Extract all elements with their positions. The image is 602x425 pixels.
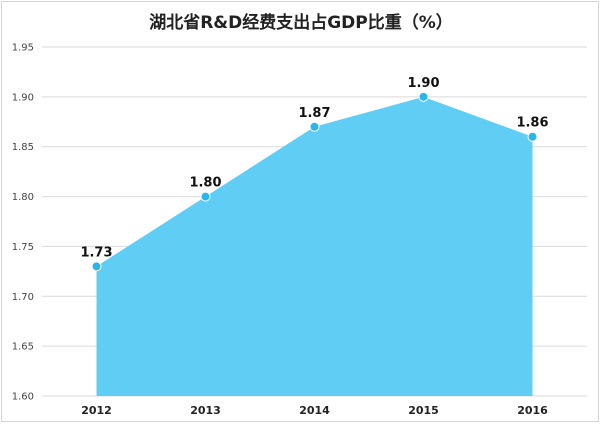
y-tick-label: 1.80 [12, 192, 34, 203]
data-label-2015: 1.90 [407, 76, 439, 91]
y-tick-label: 1.95 [12, 43, 34, 54]
data-point-2013 [200, 191, 211, 202]
data-label-2016: 1.86 [516, 116, 548, 131]
y-tick-label: 1.65 [12, 342, 34, 353]
y-tick-label: 1.60 [12, 392, 34, 403]
x-tick-label-2015: 2015 [408, 404, 439, 417]
data-point-2014 [309, 121, 320, 132]
y-tick-label: 1.70 [12, 292, 34, 303]
series-markers [91, 91, 538, 272]
y-tick-label: 1.85 [12, 142, 34, 153]
series-area [96, 96, 533, 396]
x-tick-label-2016: 2016 [517, 404, 548, 417]
data-point-2016 [527, 131, 538, 142]
data-labels: 1.73 1.80 1.87 1.90 1.86 [80, 76, 548, 261]
y-tick-label: 1.90 [12, 92, 34, 103]
data-label-2013: 1.80 [189, 176, 221, 191]
y-tick-label: 1.75 [12, 242, 34, 253]
data-label-2012: 1.73 [80, 245, 112, 260]
data-point-2015 [418, 91, 429, 102]
chart-title: 湖北省R&D经费支出占GDP比重（%） [149, 13, 453, 33]
x-tick-label-2014: 2014 [299, 404, 330, 417]
x-tick-label-2012: 2012 [81, 404, 112, 417]
y-axis-ticks: 1.60 1.65 1.70 1.75 1.80 1.85 1.90 1.95 [12, 43, 34, 403]
area-fill [96, 96, 533, 396]
x-axis-ticks: 2012 2013 2014 2015 2016 [81, 404, 548, 417]
data-label-2014: 1.87 [298, 106, 330, 121]
data-point-2012 [91, 261, 102, 272]
x-tick-label-2013: 2013 [190, 404, 221, 417]
